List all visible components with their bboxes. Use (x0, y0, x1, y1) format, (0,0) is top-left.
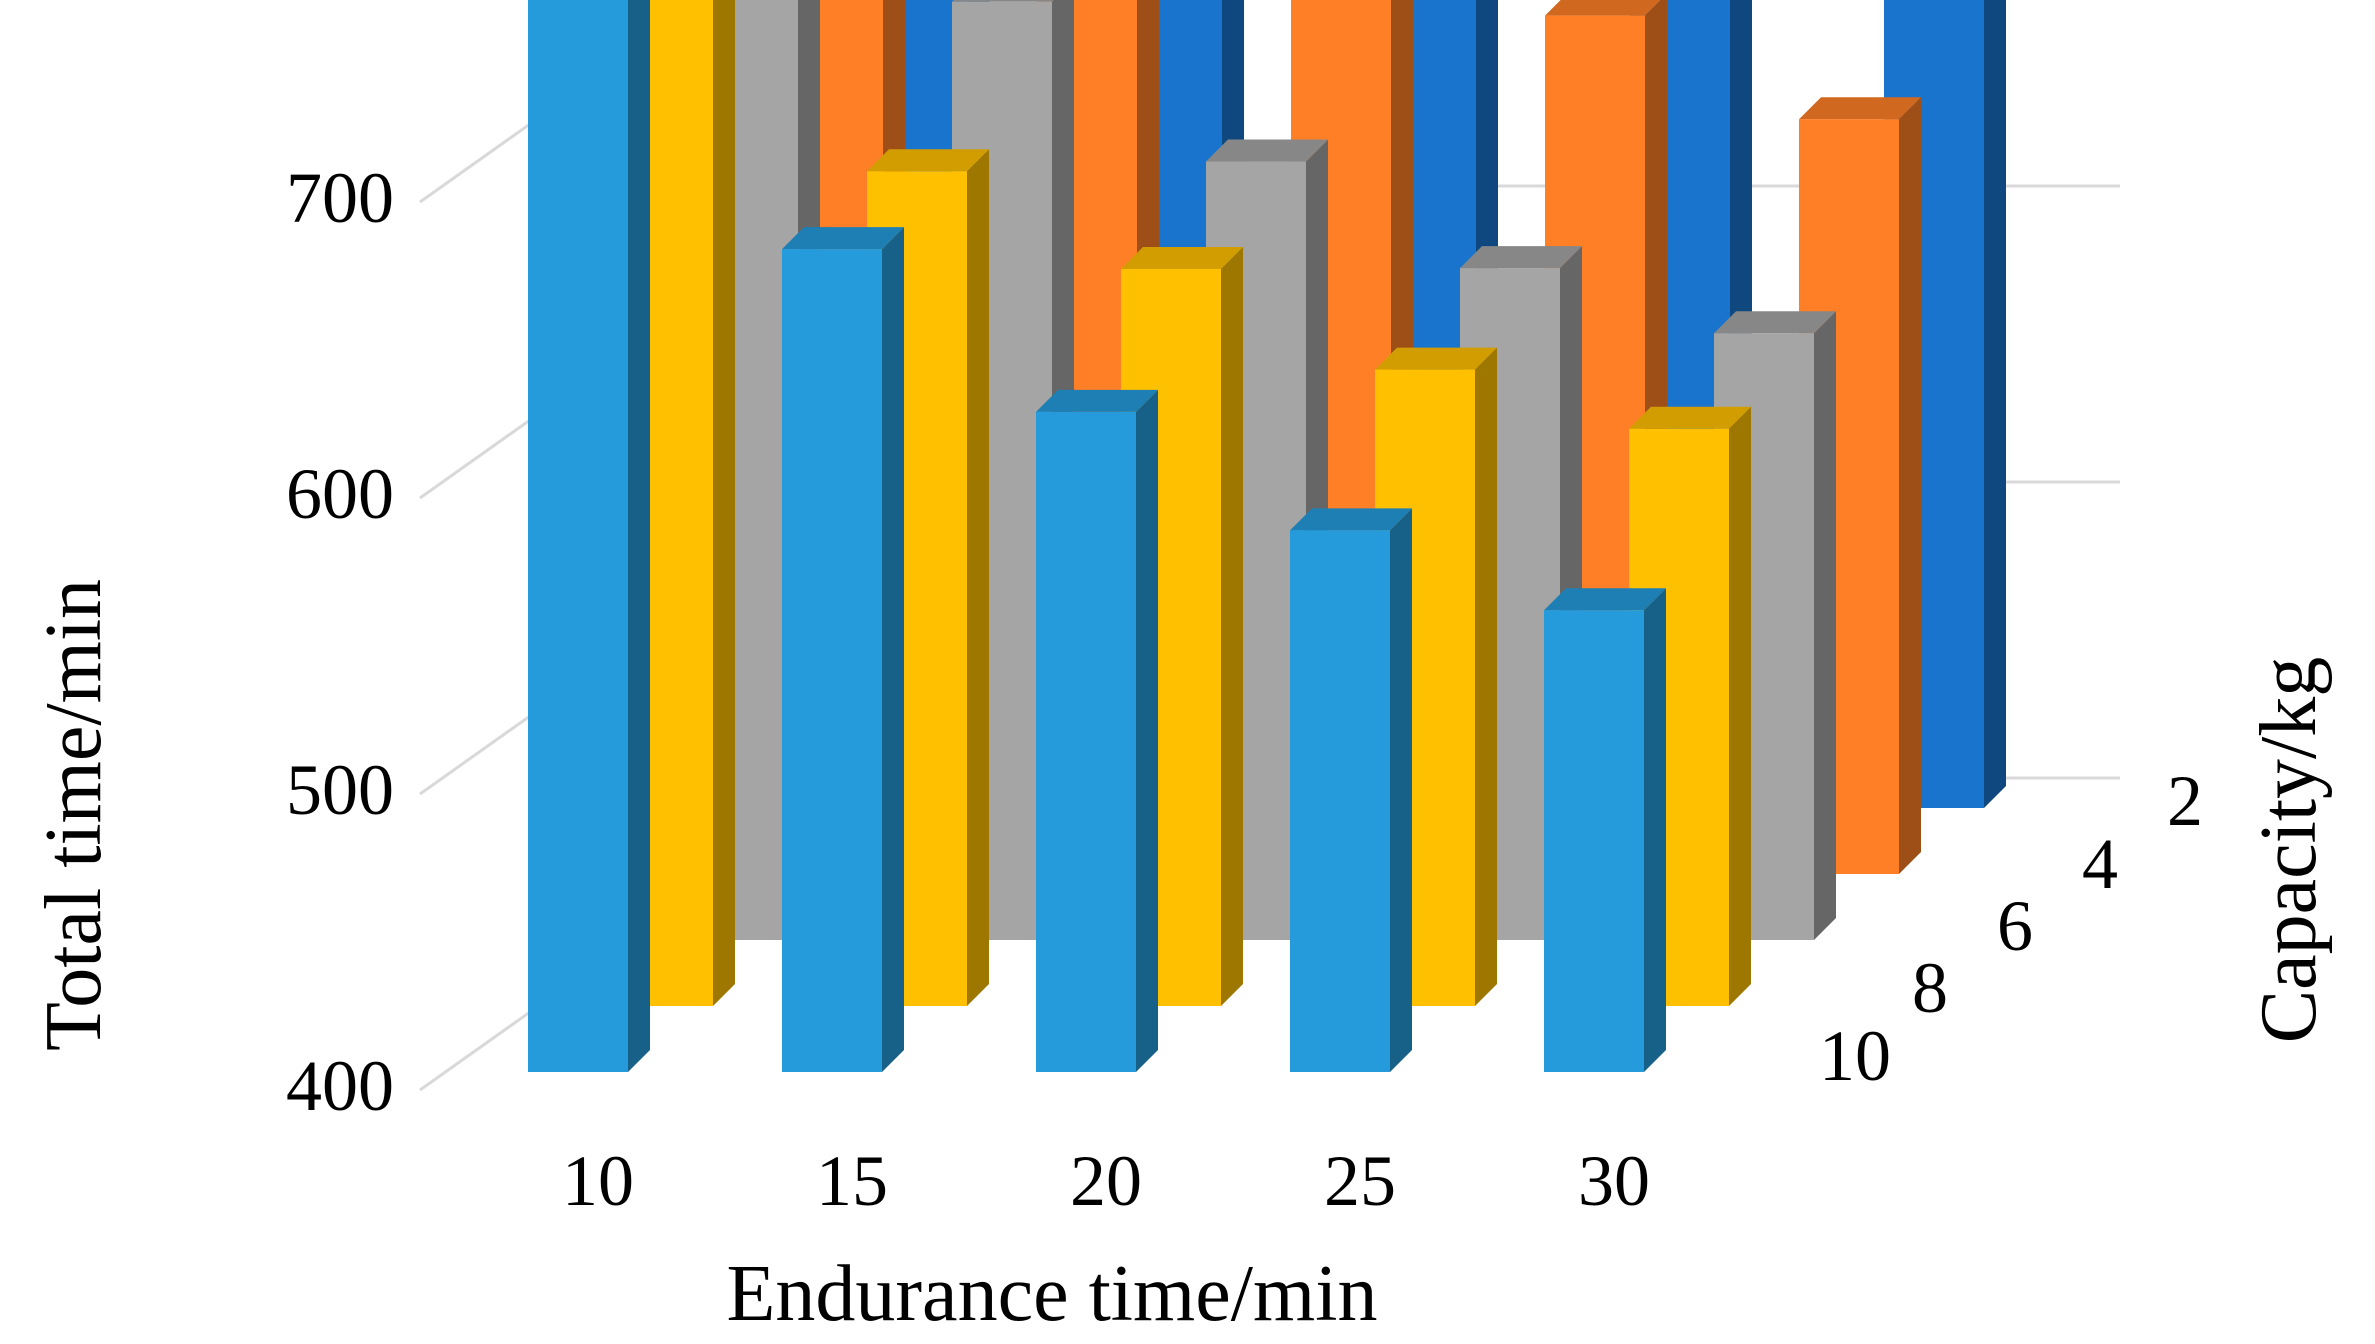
bar-top (1206, 139, 1328, 162)
bar-top (1629, 406, 1751, 429)
bar-side (1390, 508, 1412, 1072)
x-axis-title: Endurance time/min (727, 1250, 1378, 1338)
bar-front (528, 0, 628, 1073)
x-tick-label: 25 (1324, 1141, 1396, 1221)
x-tick-label: 20 (1070, 1141, 1142, 1221)
bar-side (1644, 588, 1666, 1072)
x-tick-label: 30 (1578, 1141, 1650, 1221)
bar-top (1290, 508, 1412, 531)
bar-top (1375, 347, 1497, 370)
bar-front (782, 249, 882, 1072)
bar (782, 227, 904, 1072)
z-axis-title: Capacity/kg (2245, 657, 2333, 1044)
bars (528, 0, 2006, 1073)
bar-side (1221, 246, 1243, 1006)
bar-top (1545, 0, 1661, 16)
bar-front (1036, 411, 1136, 1072)
bar-top (1121, 246, 1243, 269)
bar-side (713, 0, 735, 1006)
y-tick-label: 700 (286, 158, 394, 238)
bar-top (1036, 389, 1158, 412)
z-tick-label: 8 (1912, 948, 1948, 1028)
bar-side (882, 227, 904, 1072)
bar-top (1799, 97, 1921, 120)
bar-side (628, 0, 650, 1072)
z-tick-label: 2 (2167, 761, 2203, 841)
bar-top (952, 0, 1054, 2)
bar-side (1136, 389, 1158, 1072)
z-tick-label: 6 (1997, 886, 2033, 966)
y-tick-label: 400 (286, 1046, 394, 1126)
bar (528, 0, 650, 1073)
y-axis-title: Total time/min (30, 579, 118, 1051)
bar-side (1729, 406, 1751, 1006)
tick-labels: 4005006007008009001015202530246810 (286, 158, 2203, 1221)
y-tick-label: 500 (286, 750, 394, 830)
bar-side (1899, 97, 1921, 874)
bar-side (1984, 0, 2006, 808)
bar-top (1544, 588, 1666, 611)
bar (1544, 588, 1666, 1072)
bar (1290, 508, 1412, 1072)
y-tick-label: 600 (286, 454, 394, 534)
x-tick-label: 10 (562, 1141, 634, 1221)
bar-side (1814, 311, 1836, 940)
bar-top (1714, 311, 1836, 334)
bar-top (867, 149, 989, 172)
bar-side (967, 149, 989, 1006)
bar-top (782, 227, 904, 250)
x-tick-label: 15 (816, 1141, 888, 1221)
z-tick-label: 10 (1819, 1016, 1891, 1096)
bar-top (1460, 246, 1582, 269)
bar (1036, 389, 1158, 1072)
z-tick-label: 4 (2082, 824, 2118, 904)
bar-side (1475, 347, 1497, 1007)
bar-front (1544, 610, 1644, 1072)
bar-front (1290, 530, 1390, 1072)
